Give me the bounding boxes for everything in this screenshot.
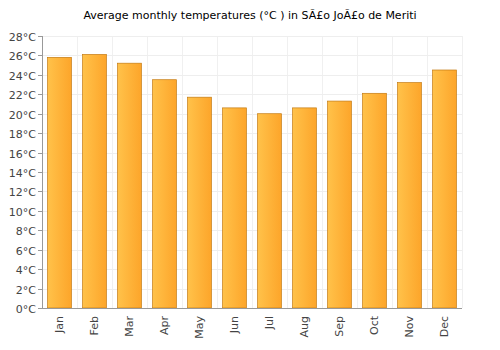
- title: Average monthly temperatures (°C ) in SÃ…: [83, 9, 416, 22]
- bar: [188, 97, 212, 308]
- tick-label: 4°C: [16, 264, 36, 277]
- tick-mark: [38, 172, 42, 173]
- category-label: Feb: [88, 316, 101, 335]
- tick-mark: [38, 153, 42, 154]
- tick-label: 0°C: [16, 303, 36, 316]
- bar: [293, 108, 317, 308]
- category-label: Jun: [228, 316, 241, 334]
- x-axis: [42, 308, 462, 309]
- bar: [223, 108, 247, 308]
- tick-mark: [38, 211, 42, 212]
- tick-mark: [38, 230, 42, 231]
- grid-line-x: [462, 36, 463, 308]
- tick-label: 24°C: [9, 70, 36, 83]
- tick-label: 6°C: [16, 245, 36, 258]
- tick-label: 14°C: [9, 167, 36, 180]
- grid-line-x: [42, 36, 43, 308]
- category-label: Nov: [403, 316, 416, 338]
- grid-line: [42, 308, 462, 309]
- category-label: Apr: [158, 316, 171, 336]
- bar: [118, 63, 142, 308]
- tick-mark: [38, 308, 42, 309]
- tick-label: 16°C: [9, 148, 36, 161]
- tick-mark: [38, 36, 42, 37]
- tick-label: 8°C: [16, 225, 36, 238]
- category-label: Mar: [123, 316, 136, 337]
- category-label: May: [193, 316, 206, 339]
- tick-mark: [38, 75, 42, 76]
- tick-label: 26°C: [9, 50, 36, 63]
- category-label: Oct: [368, 315, 381, 335]
- bar: [258, 114, 282, 308]
- tick-label: 20°C: [9, 109, 36, 122]
- tick-mark: [38, 250, 42, 251]
- tick-label: 12°C: [9, 186, 36, 199]
- tick-label: 22°C: [9, 89, 36, 102]
- tick-mark: [38, 94, 42, 95]
- tick-mark: [38, 133, 42, 134]
- category-label: Jul: [263, 316, 276, 330]
- tick-mark: [38, 289, 42, 290]
- y-axis: [42, 36, 43, 308]
- tick-mark: [38, 114, 42, 115]
- category-label: Jan: [53, 316, 66, 334]
- chart: Average monthly temperatures (°C ) in SÃ…: [0, 0, 500, 350]
- bar: [398, 83, 422, 308]
- tick-label: 10°C: [9, 206, 36, 219]
- grid: [42, 36, 463, 309]
- category-label: Sep: [333, 316, 346, 337]
- tick-mark: [38, 55, 42, 56]
- tick-mark: [38, 191, 42, 192]
- bar: [153, 80, 177, 308]
- category-label: Dec: [438, 316, 451, 337]
- bar: [433, 70, 457, 308]
- bar: [48, 57, 72, 308]
- bar: [83, 54, 107, 308]
- grid-line: [42, 36, 462, 37]
- tick-label: 18°C: [9, 128, 36, 141]
- bar: [328, 101, 352, 308]
- bar: [363, 93, 387, 308]
- tick-mark: [38, 269, 42, 270]
- tick-label: 2°C: [16, 284, 36, 297]
- category-label: Aug: [298, 316, 311, 337]
- tick-label: 28°C: [9, 31, 36, 44]
